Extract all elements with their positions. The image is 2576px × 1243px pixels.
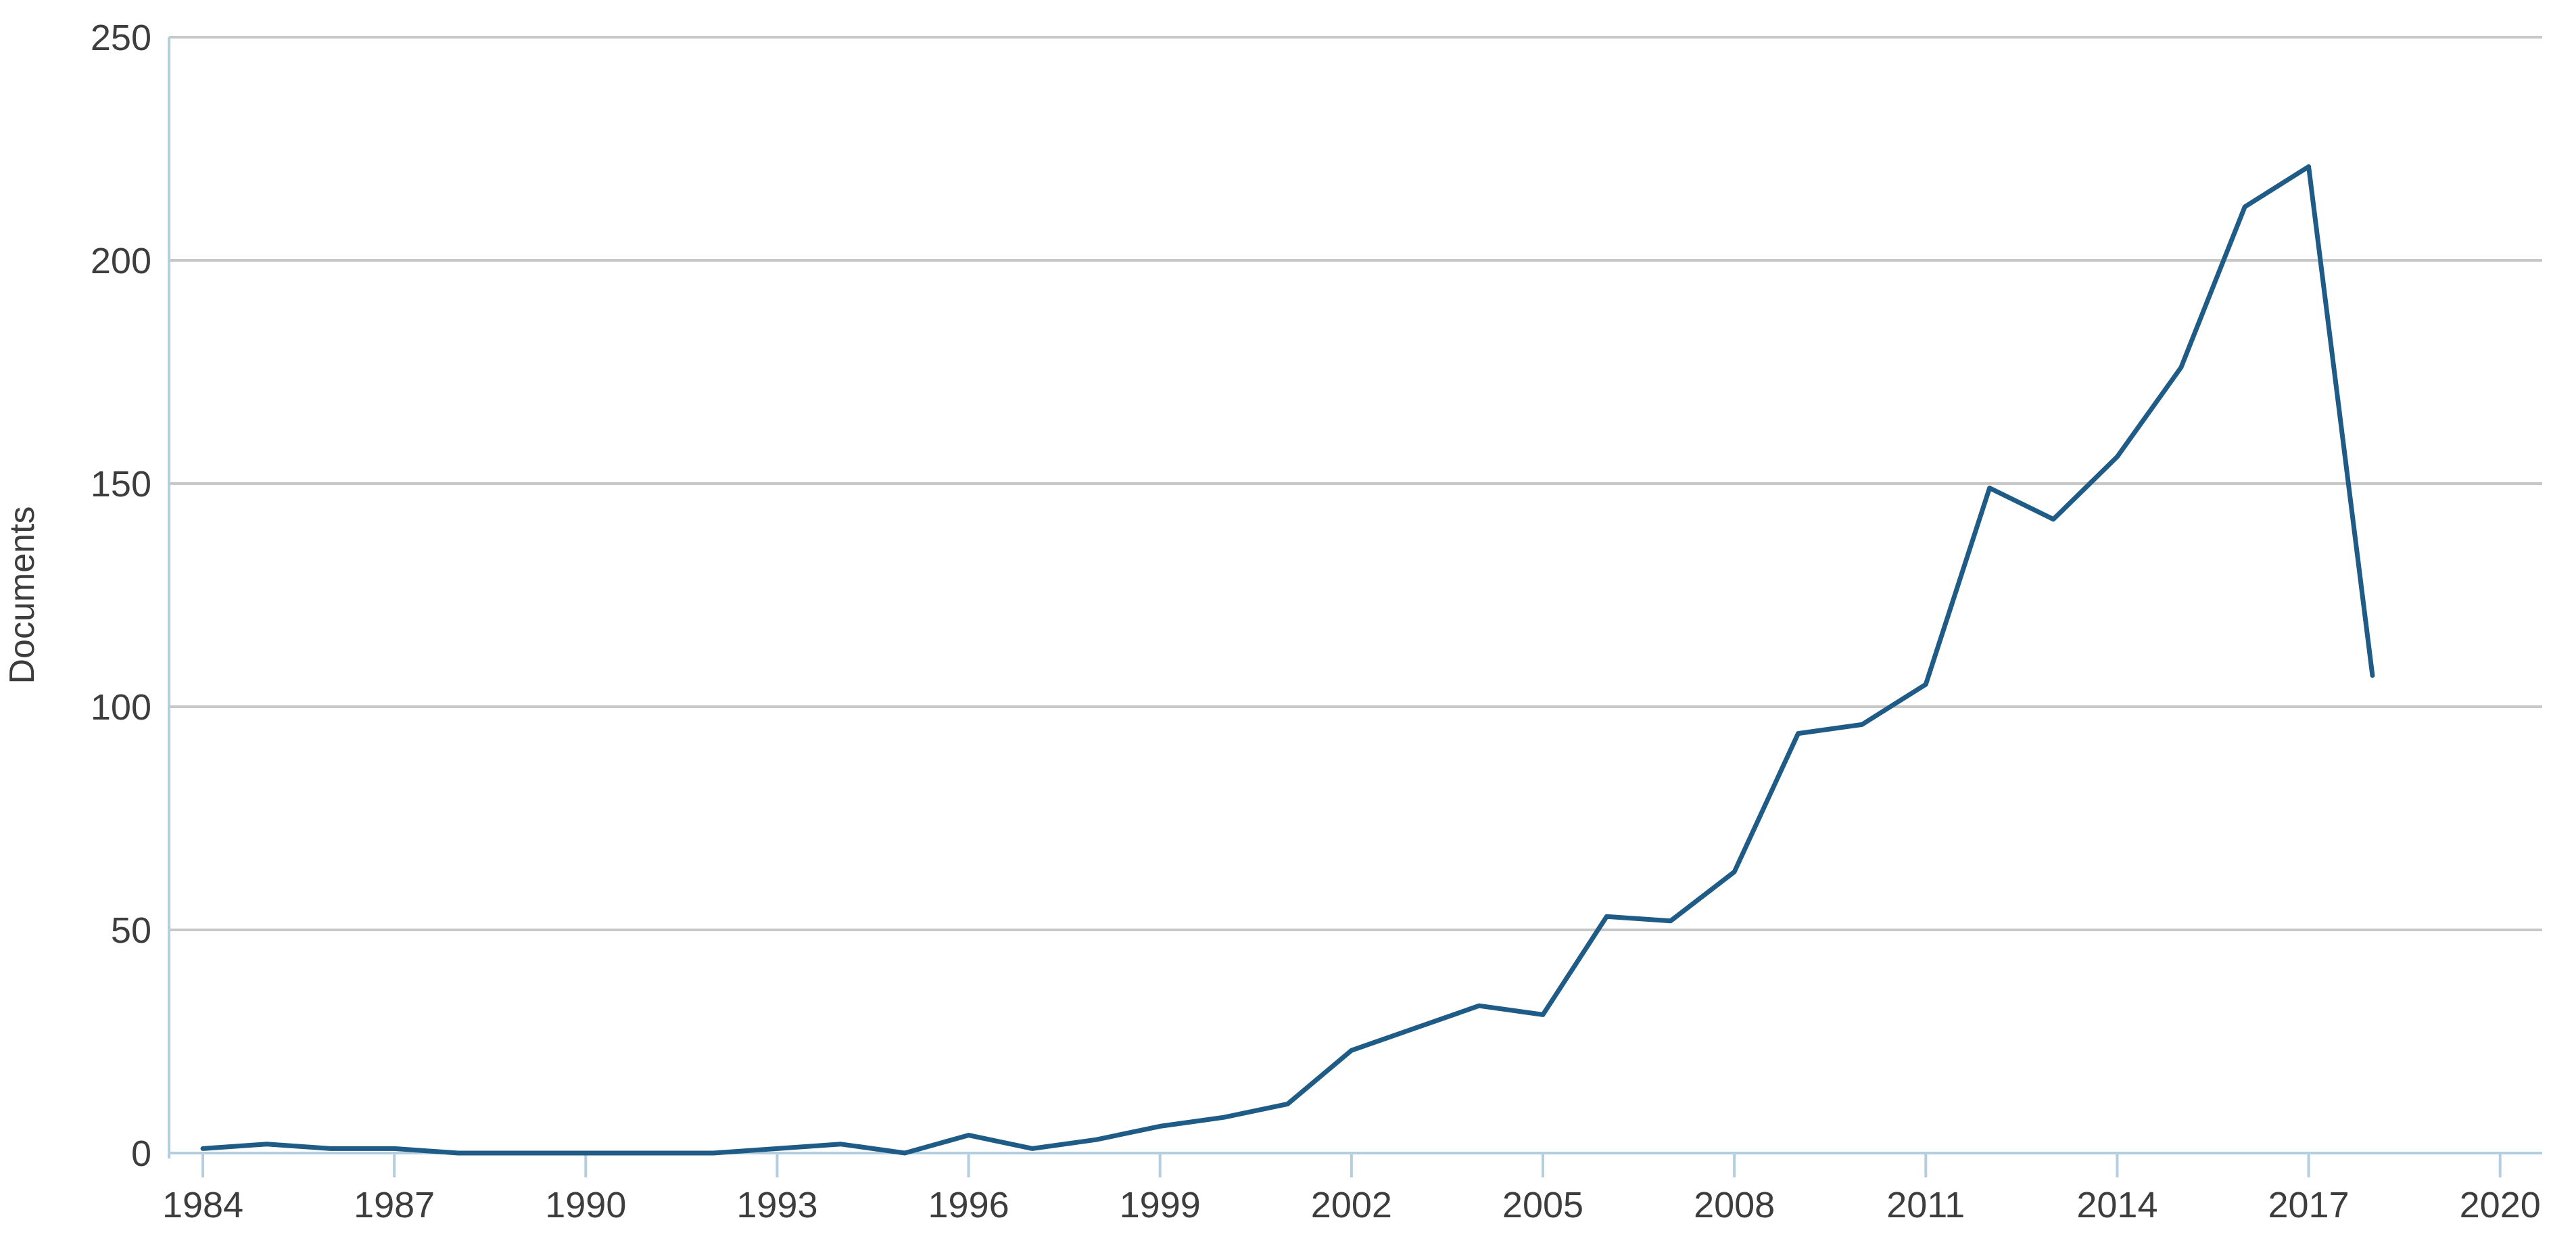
x-tick-label: 1987 xyxy=(354,1185,435,1225)
y-tick-label: 100 xyxy=(91,687,151,728)
x-tick-label: 1993 xyxy=(736,1185,817,1225)
series-layer xyxy=(200,164,2375,1156)
y-tick-label: 150 xyxy=(91,464,151,505)
axis-layer xyxy=(168,37,2542,1177)
y-tick-label: 200 xyxy=(91,241,151,281)
x-tick-label: 1999 xyxy=(1120,1185,1201,1225)
y-tick-label: 0 xyxy=(131,1133,151,1174)
documents-series-line xyxy=(200,164,2375,1156)
x-tick-label: 2017 xyxy=(2268,1185,2349,1225)
x-tick-label: 2020 xyxy=(2460,1185,2541,1225)
x-tick-label: 1996 xyxy=(928,1185,1009,1225)
x-tick-label: 2008 xyxy=(1694,1185,1775,1225)
grid-layer xyxy=(169,36,2542,931)
x-tick-label: 2011 xyxy=(1886,1185,1965,1225)
x-tick-label: 2002 xyxy=(1311,1185,1392,1225)
x-tick-label: 1984 xyxy=(162,1185,243,1225)
axis-label-layer: 1984 1987 1990 1993 1996 1999 2002 2005 2008 2011… xyxy=(91,18,2541,1225)
x-tick-label: 2014 xyxy=(2076,1185,2157,1225)
y-tick-label: 250 xyxy=(91,18,151,58)
x-tick-label: 1990 xyxy=(545,1185,626,1225)
y-tick-label: 50 xyxy=(111,910,151,951)
y-axis-title: Documents xyxy=(3,507,42,684)
x-tick-label: 2005 xyxy=(1502,1185,1583,1225)
